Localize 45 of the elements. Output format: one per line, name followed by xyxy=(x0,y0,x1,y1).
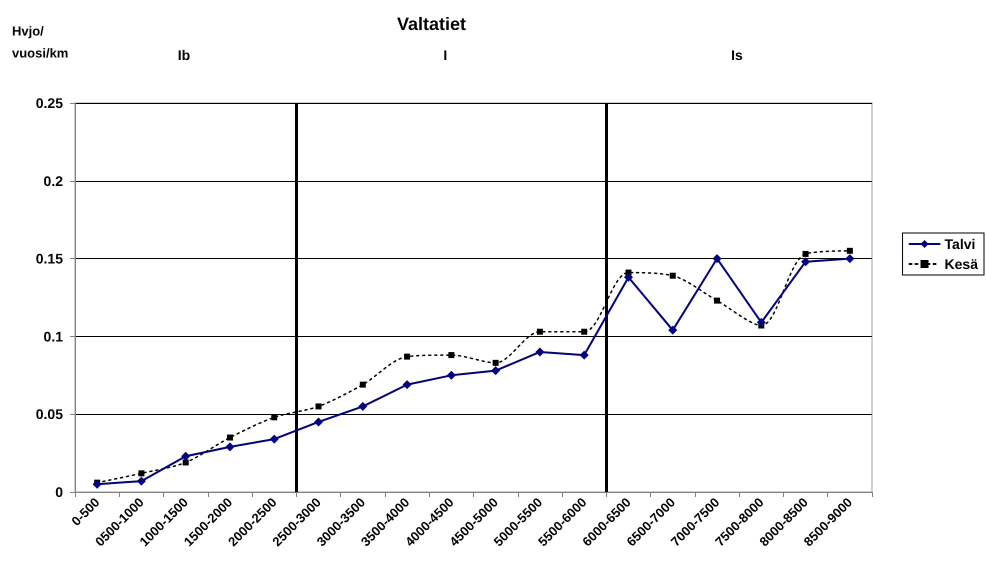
point xyxy=(802,250,809,257)
point xyxy=(316,403,322,410)
point xyxy=(404,354,410,360)
point xyxy=(670,272,676,279)
chart-title: Valtatiet xyxy=(397,14,466,34)
point xyxy=(801,257,810,266)
point xyxy=(446,370,456,380)
text: I xyxy=(443,47,448,63)
point xyxy=(225,442,234,452)
point xyxy=(92,480,102,489)
y-axis-title: Hvjo/ vuosi/km xyxy=(12,24,68,60)
point xyxy=(402,380,412,390)
y-tick-label: 0 xyxy=(55,484,64,500)
point xyxy=(712,254,722,264)
y-tick-label: 0.15 xyxy=(36,250,64,267)
point xyxy=(181,452,190,461)
y-tick-label: 0.05 xyxy=(36,406,64,422)
point xyxy=(535,347,544,356)
point xyxy=(358,402,368,411)
point xyxy=(136,476,146,486)
text: Ib xyxy=(178,47,190,63)
point xyxy=(360,382,366,388)
point xyxy=(846,248,853,254)
point xyxy=(714,298,720,304)
point xyxy=(138,470,144,476)
point xyxy=(756,318,766,327)
text: Is xyxy=(731,47,744,63)
point xyxy=(270,434,279,444)
y-tick-label: 0.1 xyxy=(44,328,64,344)
point xyxy=(491,366,500,376)
point xyxy=(536,328,543,335)
y-tick-label: 0.25 xyxy=(36,95,64,111)
point xyxy=(581,328,588,335)
y-tick-label: 0.2 xyxy=(44,172,64,189)
point xyxy=(845,254,854,264)
point xyxy=(448,352,454,358)
point xyxy=(492,360,499,366)
legend-label: Talvi xyxy=(944,236,976,252)
point xyxy=(624,272,633,282)
legend-label: Kesä xyxy=(944,256,978,272)
point xyxy=(314,417,324,426)
point xyxy=(182,459,189,466)
point xyxy=(668,326,678,335)
point xyxy=(226,434,233,441)
point xyxy=(580,350,589,360)
